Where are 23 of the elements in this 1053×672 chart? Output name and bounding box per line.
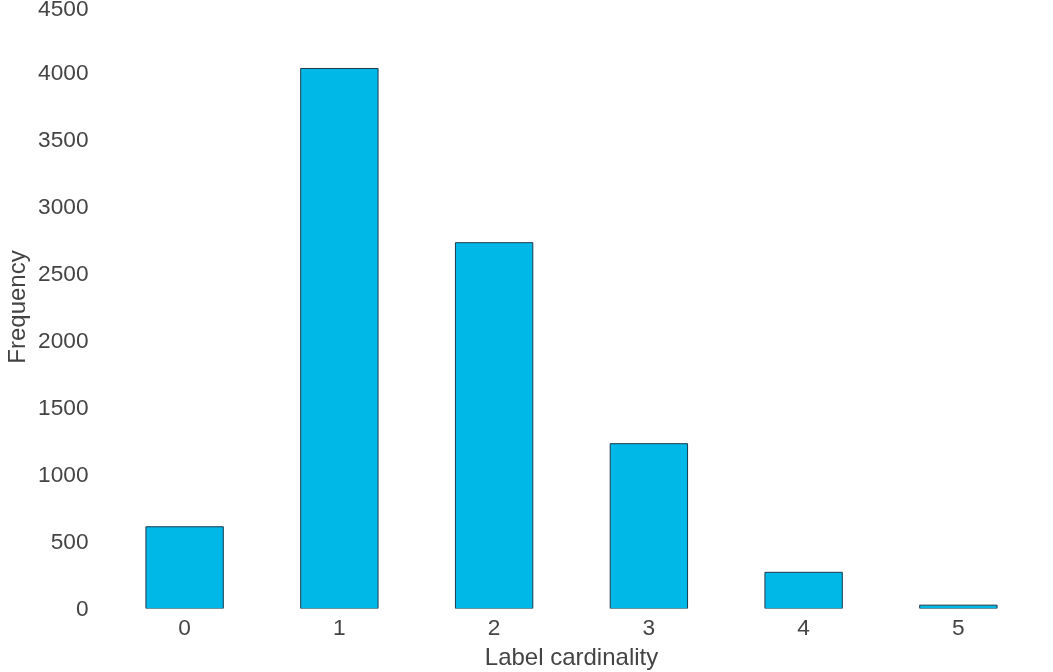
y-tick-label: 2500 (38, 260, 89, 286)
bar (764, 571, 843, 609)
y-tick-label: 0 (75, 595, 89, 621)
y-tick-label: 3500 (38, 126, 89, 152)
x-tick-label: 3 (642, 613, 656, 640)
bar (454, 242, 534, 609)
y-tick-label: 1500 (38, 394, 89, 420)
x-tick-label: 4 (797, 613, 810, 640)
y-tick-label: 3000 (38, 193, 89, 219)
y-tick-label: 2000 (38, 327, 89, 353)
x-tick-label: 2 (487, 613, 501, 640)
y-tick-label: 4500 (38, 0, 89, 21)
y-tick-label: 4000 (38, 59, 89, 85)
y-tick-label: 500 (50, 528, 89, 554)
x-axis-title: Label cardinality (484, 642, 659, 670)
y-axis-title: Frequency (3, 250, 31, 364)
x-tick-label: 5 (952, 613, 965, 640)
bar (300, 67, 379, 609)
bar (609, 443, 689, 609)
x-tick-label: 0 (178, 613, 191, 640)
bar (145, 526, 224, 609)
x-tick-label: 1 (333, 613, 346, 640)
y-tick-label: 1000 (38, 461, 89, 487)
